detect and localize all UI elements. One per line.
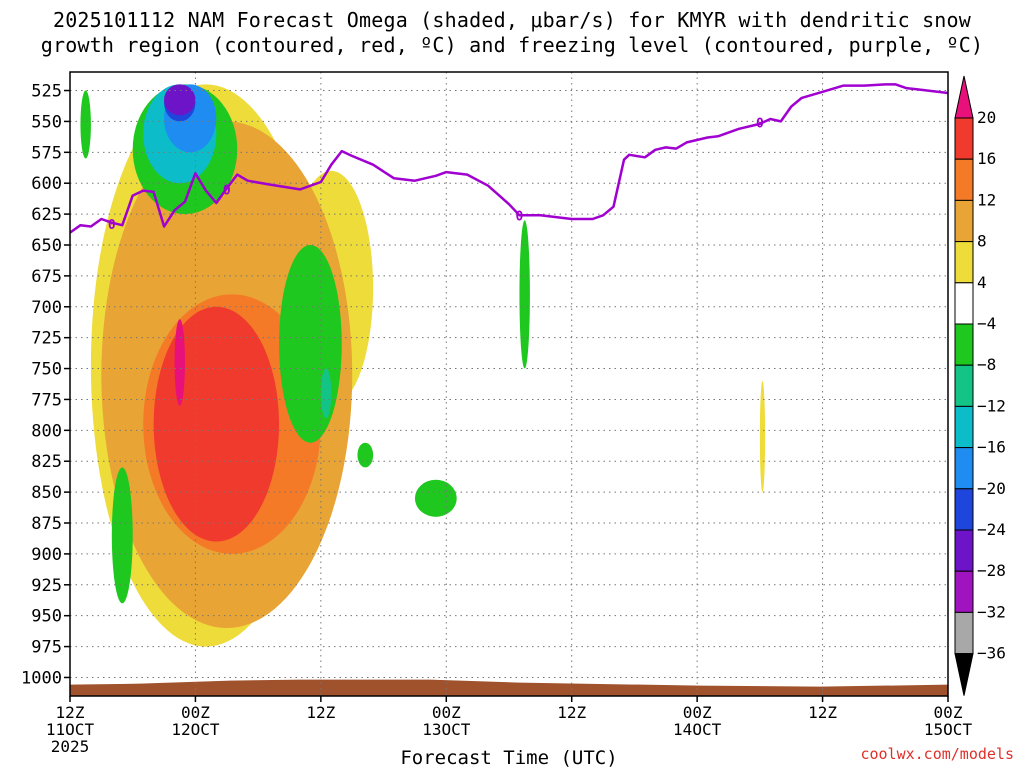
omega-area-8-to-4-8	[111, 467, 133, 604]
omega-area-8-to-4-7	[80, 90, 91, 159]
colorbar-label-1: 16	[977, 149, 996, 168]
freezing-level-contour: 0 0 0 0	[70, 83, 948, 234]
colorbar-label-7: −12	[977, 396, 1006, 415]
colorbar-label-13: −36	[977, 644, 1006, 663]
omega-area-8-to-4-10	[279, 244, 342, 443]
chart-title: 2025101112 NAM Forecast Omega (shaded, μ…	[0, 8, 1024, 58]
omega-area-28-to-24-18	[164, 84, 196, 116]
colorbar-label-5: −4	[977, 314, 996, 333]
colorbar-swatch-12-to-8	[954, 364, 974, 407]
colorbar-label-4: 4	[977, 273, 987, 292]
colorbar-swatch-24-to-20	[954, 488, 974, 531]
omega-area-20-6	[174, 319, 185, 406]
colorbar-swatch-28-to-24	[954, 529, 974, 572]
colorbar-swatch-top	[954, 75, 974, 119]
y-tick-label-650: 650	[31, 236, 62, 256]
x-tick-label-h0-0: 12Z	[56, 703, 85, 722]
freezing-level-line	[70, 83, 948, 234]
colorbar-swatch-32-to-28	[954, 570, 974, 613]
x-tick-label-h36-0: 00Z	[432, 703, 461, 722]
x-tick-label-h48-0: 12Z	[557, 703, 586, 722]
y-tick-label-600: 600	[31, 174, 62, 194]
x-tick-label-h60-1: 14OCT	[673, 720, 722, 739]
y-tick-label-875: 875	[31, 514, 62, 534]
y-axis: 525 550 575 600 625 650 675 700 725 750 775 800 825 8…	[21, 82, 70, 688]
y-tick-label-1000: 1000	[21, 668, 62, 688]
colorbar-swatch-8-to-12	[954, 199, 974, 243]
freezing-level-label-0: 0	[108, 218, 116, 233]
y-tick-label-975: 975	[31, 638, 62, 658]
title-line-2: growth region (contoured, red, ºC) and f…	[40, 33, 984, 57]
x-tick-label-h0-1: 11OCT	[46, 720, 95, 739]
omega-area-4-to-8-2	[759, 380, 766, 493]
y-tick-label-825: 825	[31, 452, 62, 472]
site-credit: coolwx.com/models	[860, 745, 1014, 763]
title-line-1: 2025101112 NAM Forecast Omega (shaded, μ…	[52, 8, 972, 32]
x-tick-label-h72-0: 12Z	[808, 703, 837, 722]
omega-shading	[80, 84, 766, 647]
x-tick-label-h84-1: 15OCT	[924, 720, 973, 739]
colorbar-swatch-36-to-32	[954, 611, 974, 655]
freezing-level-label-2: 0	[516, 209, 524, 224]
colorbar: 20 16 12 8 4 −4 −8 −12 −16 −20 −24 −28 −32 −36	[954, 75, 1006, 696]
y-tick-label-850: 850	[31, 483, 62, 503]
omega-area-8-to-4-12	[414, 479, 457, 517]
y-tick-label-925: 925	[31, 576, 62, 596]
grid-lines	[70, 72, 948, 696]
colorbar-swatch-20-to-16	[954, 447, 974, 490]
y-tick-label-700: 700	[31, 298, 62, 318]
x-tick-label-h24-0: 12Z	[306, 703, 335, 722]
y-tick-label-625: 625	[31, 205, 62, 225]
y-tick-label-950: 950	[31, 607, 62, 627]
colorbar-swatch-16-to-12	[954, 405, 974, 449]
x-axis-label: Forecast Time (UTC)	[400, 747, 617, 768]
x-tick-label-h36-1: 13OCT	[422, 720, 471, 739]
omega-area-8-to-4-13	[519, 220, 530, 369]
colorbar-swatch-12-to-16	[954, 158, 974, 201]
omega-area-16-to-20-5	[153, 306, 280, 542]
x-tick-label-h12-1: 12OCT	[171, 720, 220, 739]
colorbar-label-2: 12	[977, 190, 996, 209]
y-tick-label-750: 750	[31, 360, 62, 380]
colorbar-label-12: −32	[977, 602, 1006, 621]
terrain-fill	[70, 679, 948, 696]
freezing-level-label-1: 0	[223, 183, 231, 198]
y-tick-label-575: 575	[31, 143, 62, 163]
plot-frame	[69, 71, 949, 697]
omega-area-12-to-8-14	[320, 368, 332, 418]
terrain-surface	[70, 679, 948, 696]
x-tick-label-h60-0: 00Z	[683, 703, 712, 722]
y-tick-label-550: 550	[31, 112, 62, 132]
colorbar-swatch-4-to-8	[954, 241, 974, 284]
colorbar-swatch-4-to-4	[954, 282, 974, 325]
colorbar-swatch-8-to-4	[954, 323, 974, 366]
x-tick-label-h12-0: 00Z	[181, 703, 210, 722]
colorbar-label-0: 20	[977, 108, 996, 127]
colorbar-label-3: 8	[977, 232, 987, 251]
x-tick-label-h84-0: 00Z	[934, 703, 963, 722]
omega-area-8-to-4-11	[357, 442, 374, 468]
colorbar-swatch-16-to-20	[954, 117, 974, 160]
y-tick-label-900: 900	[31, 545, 62, 565]
y-tick-label-725: 725	[31, 329, 62, 349]
colorbar-label-10: −24	[977, 520, 1006, 539]
colorbar-swatch-bottom	[954, 653, 974, 696]
colorbar-label-11: −28	[977, 561, 1006, 580]
y-tick-label-800: 800	[31, 421, 62, 441]
colorbar-label-9: −20	[977, 479, 1006, 498]
freezing-level-label-3: 0	[756, 117, 764, 132]
y-tick-label-775: 775	[31, 390, 62, 410]
colorbar-label-6: −8	[977, 355, 996, 374]
y-tick-label-525: 525	[31, 82, 62, 102]
y-tick-label-675: 675	[31, 267, 62, 287]
colorbar-label-8: −16	[977, 438, 1006, 457]
x-tick-label-h0-2: 2025	[51, 737, 90, 756]
